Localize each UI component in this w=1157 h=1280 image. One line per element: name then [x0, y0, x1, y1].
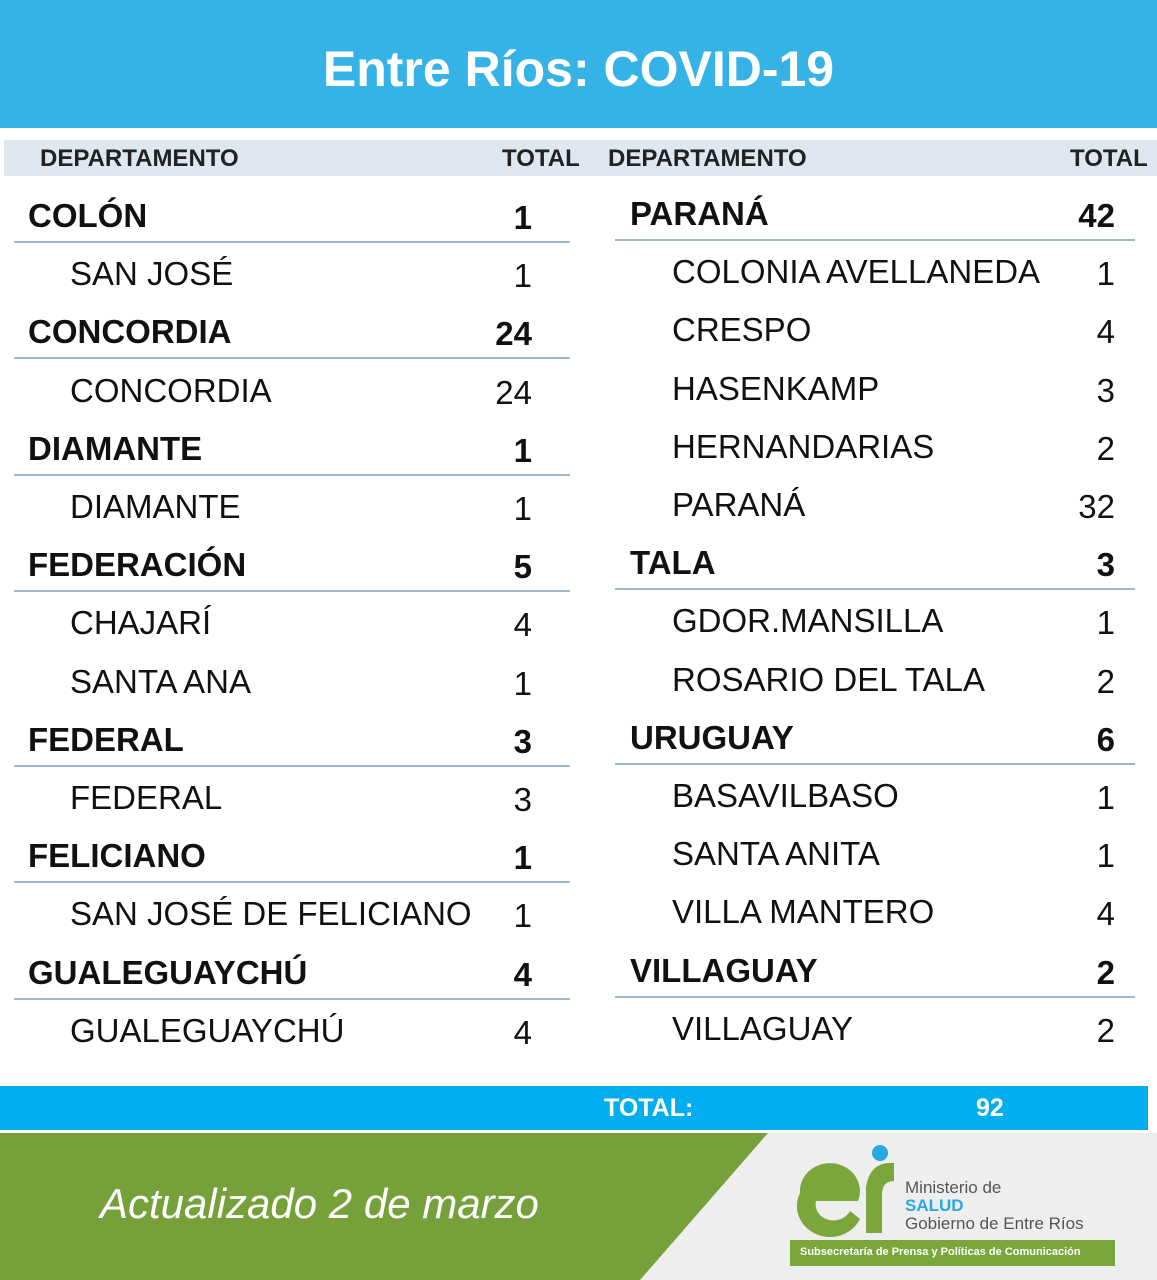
department-total: 1 — [513, 199, 532, 236]
header-band — [0, 0, 1157, 128]
locality-name: GUALEGUAYCHÚ — [70, 1011, 345, 1049]
locality-total: 4 — [1096, 895, 1115, 933]
locality-name: CHAJARÍ — [70, 604, 212, 642]
locality-total: 2 — [1096, 429, 1115, 467]
department-rule — [615, 588, 1135, 591]
department-total: 4 — [513, 955, 532, 993]
locality-total: 1 — [1096, 604, 1115, 642]
footer-band — [0, 1133, 1157, 1280]
locality-name: SANTA ANITA — [672, 835, 880, 873]
locality-total: 4 — [513, 1013, 532, 1051]
department-total: 3 — [513, 722, 532, 760]
locality-name: BASAVILBASO — [672, 777, 899, 814]
department-total: 1 — [513, 431, 532, 469]
column-heading: DEPARTAMENTO — [40, 145, 239, 172]
department-total: 2 — [1096, 953, 1115, 991]
department-name: PARANÁ — [630, 195, 769, 232]
department-name: TALA — [630, 544, 716, 582]
department-total: 3 — [1096, 546, 1115, 584]
locality-total: 32 — [1078, 488, 1115, 525]
locality-total: 4 — [513, 606, 532, 644]
department-rule — [14, 241, 570, 243]
locality-total: 4 — [1096, 313, 1115, 351]
department-rule — [14, 997, 570, 1000]
logo-text: Gobierno de Entre Ríos — [905, 1214, 1084, 1233]
title: Entre Ríos: COVID-19 — [322, 41, 835, 97]
column-heading: TOTAL — [1070, 145, 1148, 172]
locality-name: VILLAGUAY — [672, 1009, 853, 1047]
column-heading: TOTAL — [502, 145, 580, 172]
locality-name: HERNANDARIAS — [672, 427, 935, 465]
department-total: 24 — [495, 315, 532, 353]
department-rule — [14, 473, 570, 476]
total-value: 92 — [976, 1094, 1004, 1122]
locality-name: PARANÁ — [672, 486, 806, 523]
department-name: FEDERACIÓN — [28, 546, 247, 584]
locality-name: SAN JOSÉ — [70, 255, 234, 293]
locality-total: 3 — [513, 781, 532, 818]
locality-name: SANTA ANA — [70, 662, 251, 700]
locality-total: 24 — [495, 373, 532, 411]
department-rule — [14, 764, 570, 767]
locality-name: SAN JOSÉ DE FELICIANO — [70, 895, 472, 933]
department-rule — [14, 590, 570, 593]
department-total: 42 — [1078, 197, 1115, 234]
department-name: DIAMANTE — [28, 429, 203, 467]
logo-text: Ministerio de — [905, 1178, 1002, 1197]
locality-name: FEDERAL — [70, 779, 223, 816]
department-rule — [615, 239, 1135, 241]
locality-name: CRESPO — [672, 311, 812, 349]
locality-total: 1 — [513, 257, 532, 295]
logo-text: SALUD — [905, 1196, 964, 1215]
department-name: COLÓN — [28, 197, 148, 234]
locality-total: 2 — [1096, 1011, 1115, 1049]
department-rule — [14, 881, 570, 884]
locality-name: CONCORDIA — [70, 371, 272, 409]
locality-name: GDOR.MANSILLA — [672, 602, 944, 640]
department-total: 6 — [1096, 720, 1115, 758]
locality-total: 1 — [513, 897, 532, 935]
department-rule — [14, 357, 570, 360]
total-label: TOTAL: — [604, 1094, 694, 1122]
locality-name: ROSARIO DEL TALA — [672, 660, 985, 698]
locality-total: 1 — [1096, 779, 1115, 816]
locality-name: VILLA MANTERO — [672, 893, 935, 931]
logo-banner — [790, 1240, 1115, 1266]
logo-r — [866, 1162, 894, 1233]
locality-name: DIAMANTE — [70, 488, 241, 525]
logo-banner-text: Subsecretaría de Prensa y Políticas de C… — [800, 1246, 1081, 1258]
department-name: URUGUAY — [630, 718, 794, 756]
locality-name: HASENKAMP — [672, 369, 880, 407]
locality-total: 3 — [1096, 371, 1115, 409]
locality-total: 1 — [1096, 255, 1115, 293]
department-name: FEDERAL — [28, 720, 184, 758]
locality-total: 1 — [1096, 837, 1115, 875]
locality-total: 1 — [513, 490, 532, 527]
column-heading: DEPARTAMENTO — [608, 145, 807, 172]
locality-total: 1 — [513, 664, 532, 702]
department-total: 1 — [513, 839, 532, 877]
department-name: VILLAGUAY — [630, 951, 818, 989]
locality-total: 2 — [1096, 662, 1115, 700]
department-name: FELICIANO — [28, 837, 206, 875]
column-header-bar — [4, 140, 1157, 176]
department-name: CONCORDIA — [28, 313, 232, 351]
logo-e — [796, 1163, 860, 1237]
department-rule — [615, 762, 1135, 765]
locality-name: COLONIA AVELLANEDA — [672, 253, 1041, 291]
total-bar — [0, 1086, 1148, 1130]
updated-date: Actualizado 2 de marzo — [100, 1180, 539, 1227]
department-name: GUALEGUAYCHÚ — [28, 953, 308, 991]
department-rule — [615, 995, 1135, 998]
logo-dot — [872, 1145, 888, 1161]
department-total: 5 — [513, 548, 532, 586]
